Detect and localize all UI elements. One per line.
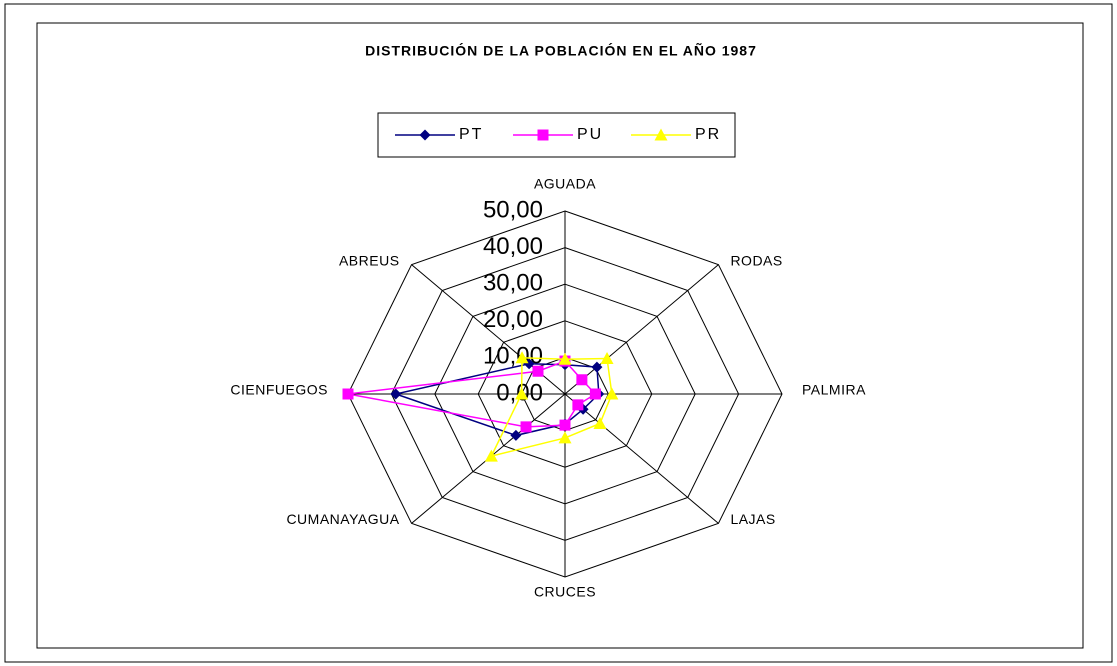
category-label: RODAS — [730, 252, 782, 268]
category-label: ABREUS — [339, 252, 400, 268]
data-point — [576, 374, 588, 386]
legend-marker — [419, 129, 431, 141]
data-point — [572, 399, 584, 411]
data-point — [591, 361, 603, 373]
data-point — [593, 417, 607, 430]
legend-label: PT — [459, 126, 483, 143]
data-point — [510, 429, 522, 441]
legend-label: PR — [695, 126, 721, 143]
data-point — [520, 421, 532, 433]
category-label: CRUCES — [534, 584, 596, 600]
category-label: PALMIRA — [802, 382, 866, 398]
data-point — [558, 431, 572, 444]
data-point — [515, 387, 529, 400]
axis-tick-label: 20,00 — [483, 306, 543, 333]
data-point — [589, 388, 601, 400]
data-point — [558, 352, 572, 365]
data-point — [559, 419, 571, 431]
spoke — [564, 393, 719, 524]
data-point — [342, 388, 354, 400]
data-point — [605, 387, 619, 400]
chart-title: DISTRIBUCIÓN DE LA POBLACIÓN EN EL AÑO 1… — [365, 42, 757, 59]
legend-label: PU — [577, 126, 603, 143]
data-point — [390, 388, 402, 400]
data-point — [515, 351, 529, 364]
axis-tick-label: 50,00 — [483, 196, 543, 223]
category-label: LAJAS — [730, 511, 775, 527]
data-point — [484, 449, 498, 462]
data-point — [600, 352, 614, 365]
spoke — [564, 264, 719, 395]
category-label: CIENFUEGOS — [230, 382, 328, 398]
legend-marker — [654, 128, 668, 141]
legend-marker — [537, 129, 549, 141]
axis-tick-label: 40,00 — [483, 233, 543, 260]
data-point — [532, 365, 544, 377]
axis-tick-label: 10,00 — [483, 343, 543, 370]
category-label: CUMANAYAGUA — [286, 511, 399, 527]
axis-tick-label: 30,00 — [483, 270, 543, 297]
category-label: AGUADA — [534, 176, 596, 192]
